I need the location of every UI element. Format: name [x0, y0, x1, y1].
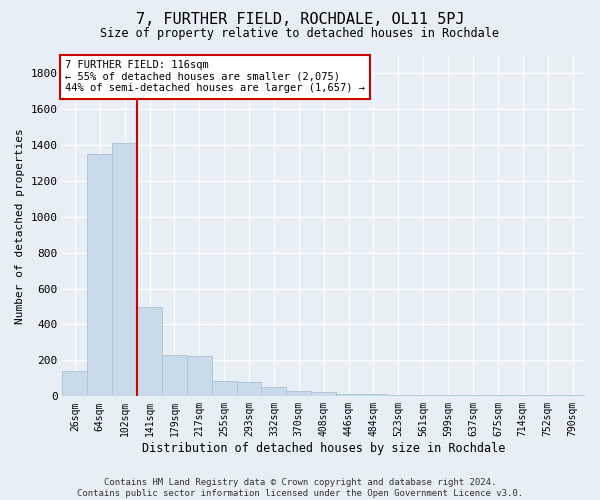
Text: Size of property relative to detached houses in Rochdale: Size of property relative to detached ho… [101, 28, 499, 40]
Y-axis label: Number of detached properties: Number of detached properties [15, 128, 25, 324]
Bar [162, 355, 187, 397]
Bar [88, 154, 112, 396]
Bar [286, 391, 311, 396]
Bar [311, 392, 336, 396]
Bar [262, 388, 286, 396]
Bar [62, 371, 88, 396]
Bar [137, 306, 162, 396]
Bar [336, 394, 361, 396]
X-axis label: Distribution of detached houses by size in Rochdale: Distribution of detached houses by size … [142, 442, 505, 455]
Bar [212, 381, 236, 396]
Bar [187, 356, 212, 397]
Bar [436, 395, 461, 396]
Bar [361, 394, 386, 396]
Text: 7, FURTHER FIELD, ROCHDALE, OL11 5PJ: 7, FURTHER FIELD, ROCHDALE, OL11 5PJ [136, 12, 464, 28]
Bar [386, 394, 411, 396]
Text: 7 FURTHER FIELD: 116sqm
← 55% of detached houses are smaller (2,075)
44% of semi: 7 FURTHER FIELD: 116sqm ← 55% of detache… [65, 60, 365, 94]
Text: Contains HM Land Registry data © Crown copyright and database right 2024.
Contai: Contains HM Land Registry data © Crown c… [77, 478, 523, 498]
Bar [236, 382, 262, 396]
Bar [112, 143, 137, 397]
Bar [411, 395, 436, 396]
